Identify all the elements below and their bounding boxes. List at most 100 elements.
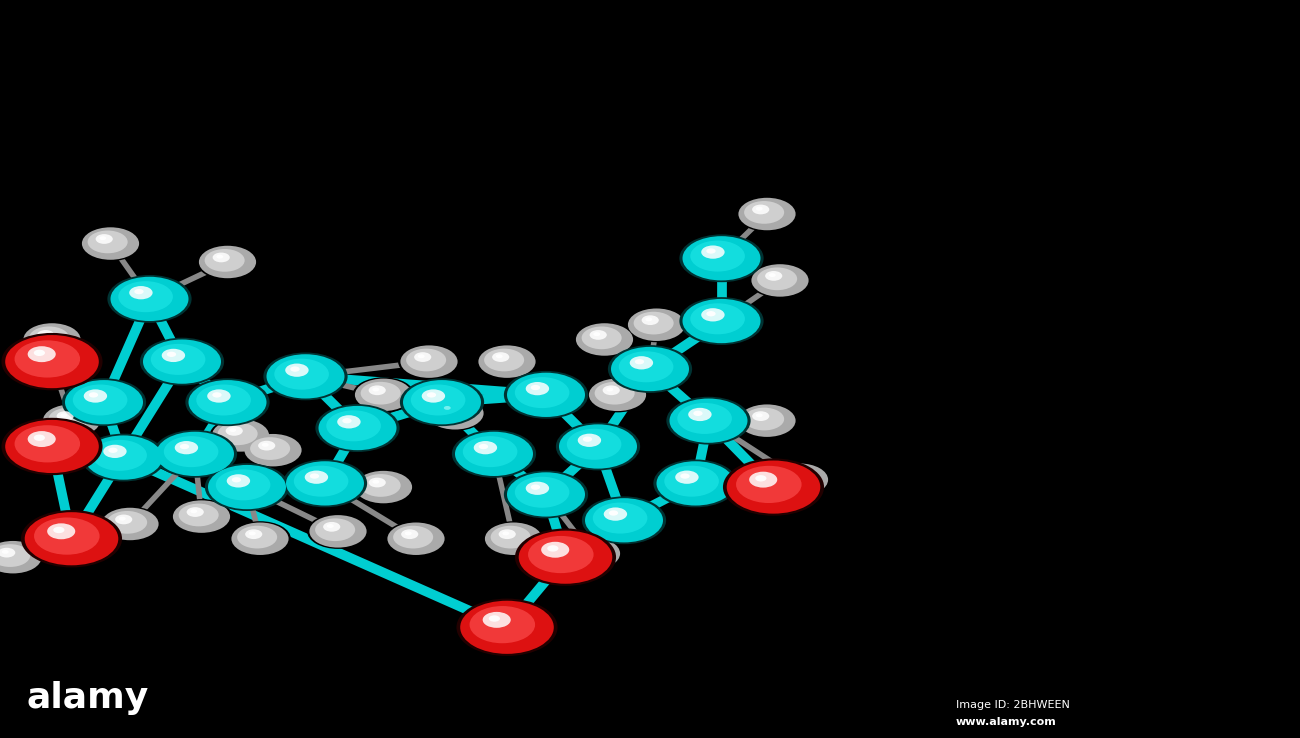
Circle shape [143,339,221,384]
Circle shape [482,521,545,556]
Circle shape [504,471,588,518]
Circle shape [393,525,433,548]
Circle shape [586,377,649,413]
Circle shape [469,606,536,644]
Circle shape [680,297,763,345]
Circle shape [515,528,616,586]
Circle shape [582,436,592,442]
Circle shape [593,503,647,534]
Circle shape [207,390,230,403]
Circle shape [690,241,745,272]
Circle shape [432,400,472,423]
Circle shape [629,356,653,370]
Text: www.alamy.com: www.alamy.com [956,717,1056,727]
Circle shape [372,387,380,391]
Circle shape [670,399,747,443]
Circle shape [515,477,569,508]
Circle shape [701,308,724,322]
Circle shape [153,430,237,477]
Circle shape [355,471,412,503]
Circle shape [785,470,802,480]
Circle shape [173,500,230,533]
Circle shape [504,371,588,418]
Circle shape [456,599,558,656]
Circle shape [29,326,69,349]
Circle shape [25,512,118,565]
Circle shape [309,474,320,479]
Circle shape [706,249,716,254]
Circle shape [656,461,734,506]
Circle shape [161,349,185,362]
Circle shape [1,550,9,554]
Circle shape [107,511,147,534]
Circle shape [99,506,161,542]
Circle shape [96,234,113,244]
Circle shape [482,612,511,628]
Circle shape [603,385,620,395]
Circle shape [502,531,510,535]
Circle shape [478,444,489,449]
Circle shape [563,537,620,570]
Circle shape [559,424,637,469]
Circle shape [580,546,588,550]
Circle shape [452,430,536,477]
Circle shape [455,432,533,476]
Circle shape [628,308,685,341]
Circle shape [499,529,516,539]
Circle shape [594,382,634,404]
Circle shape [753,204,770,214]
Circle shape [92,440,147,471]
Circle shape [79,226,142,261]
Circle shape [530,484,541,490]
Circle shape [603,508,627,521]
Circle shape [360,474,400,497]
Circle shape [101,508,159,540]
Circle shape [226,475,250,488]
Circle shape [360,382,400,404]
Circle shape [164,436,218,467]
Circle shape [645,317,653,321]
Circle shape [589,379,646,411]
Circle shape [316,404,399,452]
Circle shape [129,286,152,300]
Circle shape [88,393,99,398]
Circle shape [179,444,190,449]
Circle shape [326,410,381,441]
Circle shape [196,384,251,415]
Circle shape [48,407,88,430]
Circle shape [186,379,269,426]
Circle shape [736,403,798,438]
Circle shape [568,540,608,563]
Circle shape [768,273,776,277]
Circle shape [82,434,165,481]
Circle shape [318,406,396,450]
Circle shape [556,423,640,470]
Circle shape [83,390,107,403]
Circle shape [682,299,760,343]
Circle shape [5,420,99,473]
Circle shape [788,472,796,476]
Circle shape [738,404,796,437]
Circle shape [0,548,16,557]
Circle shape [21,510,122,568]
Circle shape [776,466,816,489]
Circle shape [246,529,263,539]
Circle shape [577,434,601,447]
Circle shape [1,333,103,390]
Circle shape [411,384,465,415]
Circle shape [611,347,689,391]
Circle shape [216,255,224,258]
Circle shape [43,404,100,437]
Circle shape [493,352,510,362]
Circle shape [519,531,612,584]
Circle shape [231,477,242,483]
Circle shape [352,377,415,413]
Circle shape [14,340,81,378]
Circle shape [693,410,702,416]
Circle shape [40,403,103,438]
Circle shape [606,387,614,391]
Circle shape [231,523,289,555]
Circle shape [476,344,538,379]
Circle shape [744,407,784,430]
Circle shape [385,521,447,556]
